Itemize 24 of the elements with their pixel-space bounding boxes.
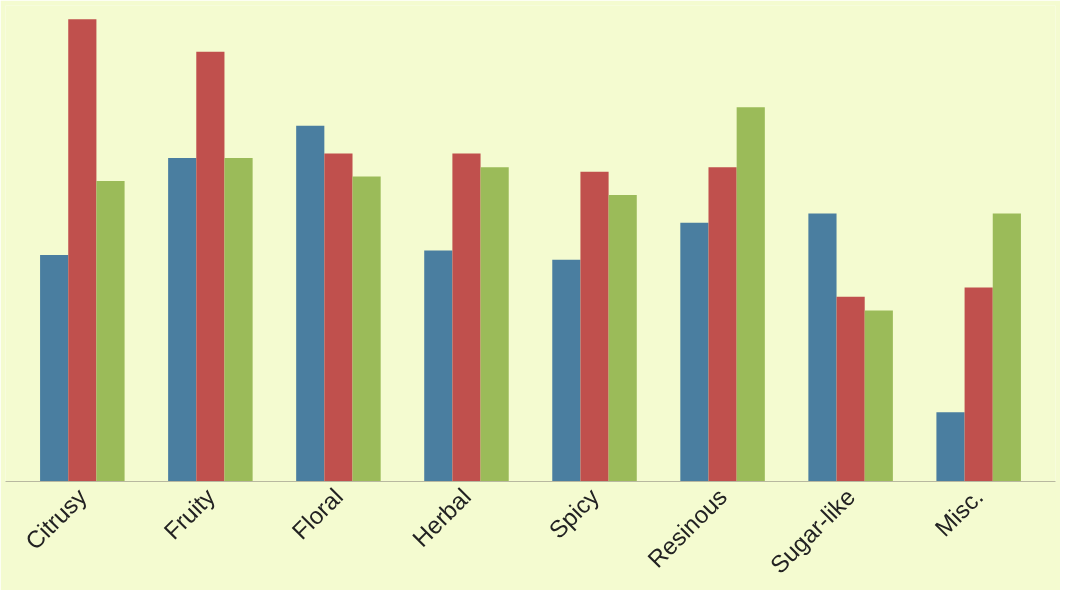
bar	[480, 167, 509, 482]
bar	[168, 158, 197, 482]
bar	[580, 171, 609, 482]
bar	[424, 250, 453, 482]
bar	[808, 213, 837, 482]
bar	[224, 158, 253, 482]
bar	[352, 176, 381, 482]
bar	[864, 310, 893, 482]
bar	[40, 255, 69, 482]
bar	[296, 125, 325, 482]
bar	[68, 19, 97, 482]
bar	[736, 107, 765, 482]
bar	[196, 51, 225, 482]
bar	[680, 222, 709, 482]
bar	[96, 181, 125, 482]
bar	[708, 167, 737, 482]
bar	[608, 194, 637, 482]
bar	[836, 296, 865, 482]
bar	[964, 287, 993, 482]
bar	[552, 259, 581, 482]
bar	[324, 153, 353, 482]
bar	[992, 213, 1021, 482]
bar	[452, 153, 481, 482]
bar	[936, 412, 965, 482]
